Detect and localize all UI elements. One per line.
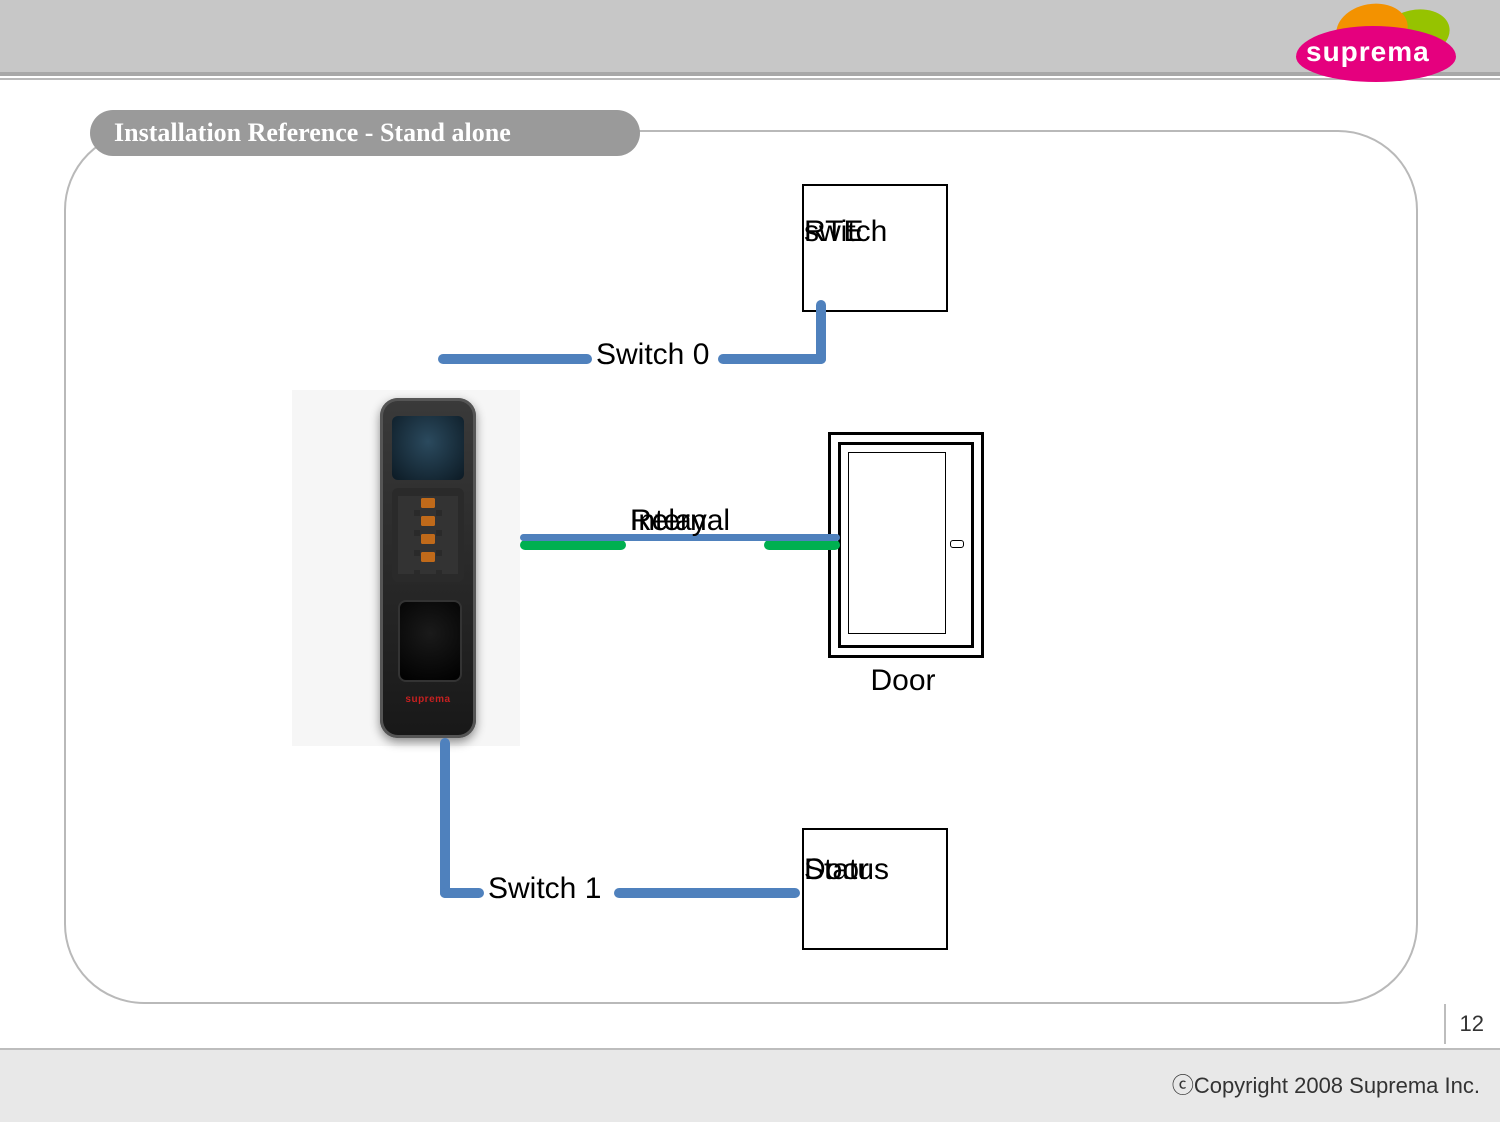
edge-switch1-seg3 (614, 888, 800, 898)
page-number: 12 (1444, 1004, 1484, 1044)
door-status-line2: Status (804, 852, 889, 888)
edge-internal-relay-seg2 (764, 540, 840, 550)
slide-page: suprema Installation Reference - Stand a… (0, 0, 1500, 1122)
installation-diagram: RTE switch Door Status Door suprema Sw (0, 0, 1500, 1122)
device-brand-label: suprema (380, 694, 476, 705)
edge-switch1-label: Switch 1 (488, 872, 601, 906)
edge-switch1-seg2 (440, 888, 484, 898)
device-screen (392, 416, 464, 480)
device-keypad (392, 488, 464, 582)
edge-switch0-seg1 (438, 354, 592, 364)
edge-switch0-label: Switch 0 (596, 338, 709, 372)
edge-switch1-seg1 (440, 738, 450, 898)
door-label: Door (828, 664, 978, 698)
edge-switch0-seg3 (816, 300, 826, 364)
node-rte-switch: RTE switch (802, 184, 948, 312)
device-fingerprint-sensor (398, 600, 462, 682)
node-door-status: Door Status (802, 828, 948, 950)
rte-line2: switch (804, 214, 887, 250)
copyright-text: ⓒCopyright 2008 Suprema Inc. (1172, 1068, 1480, 1100)
door-icon-knob (950, 540, 964, 548)
door-icon-panel (848, 452, 946, 634)
edge-switch0-seg2 (718, 354, 826, 364)
internal-relay-line2: Relay (630, 504, 707, 538)
edge-internal-relay-seg1 (520, 540, 626, 550)
